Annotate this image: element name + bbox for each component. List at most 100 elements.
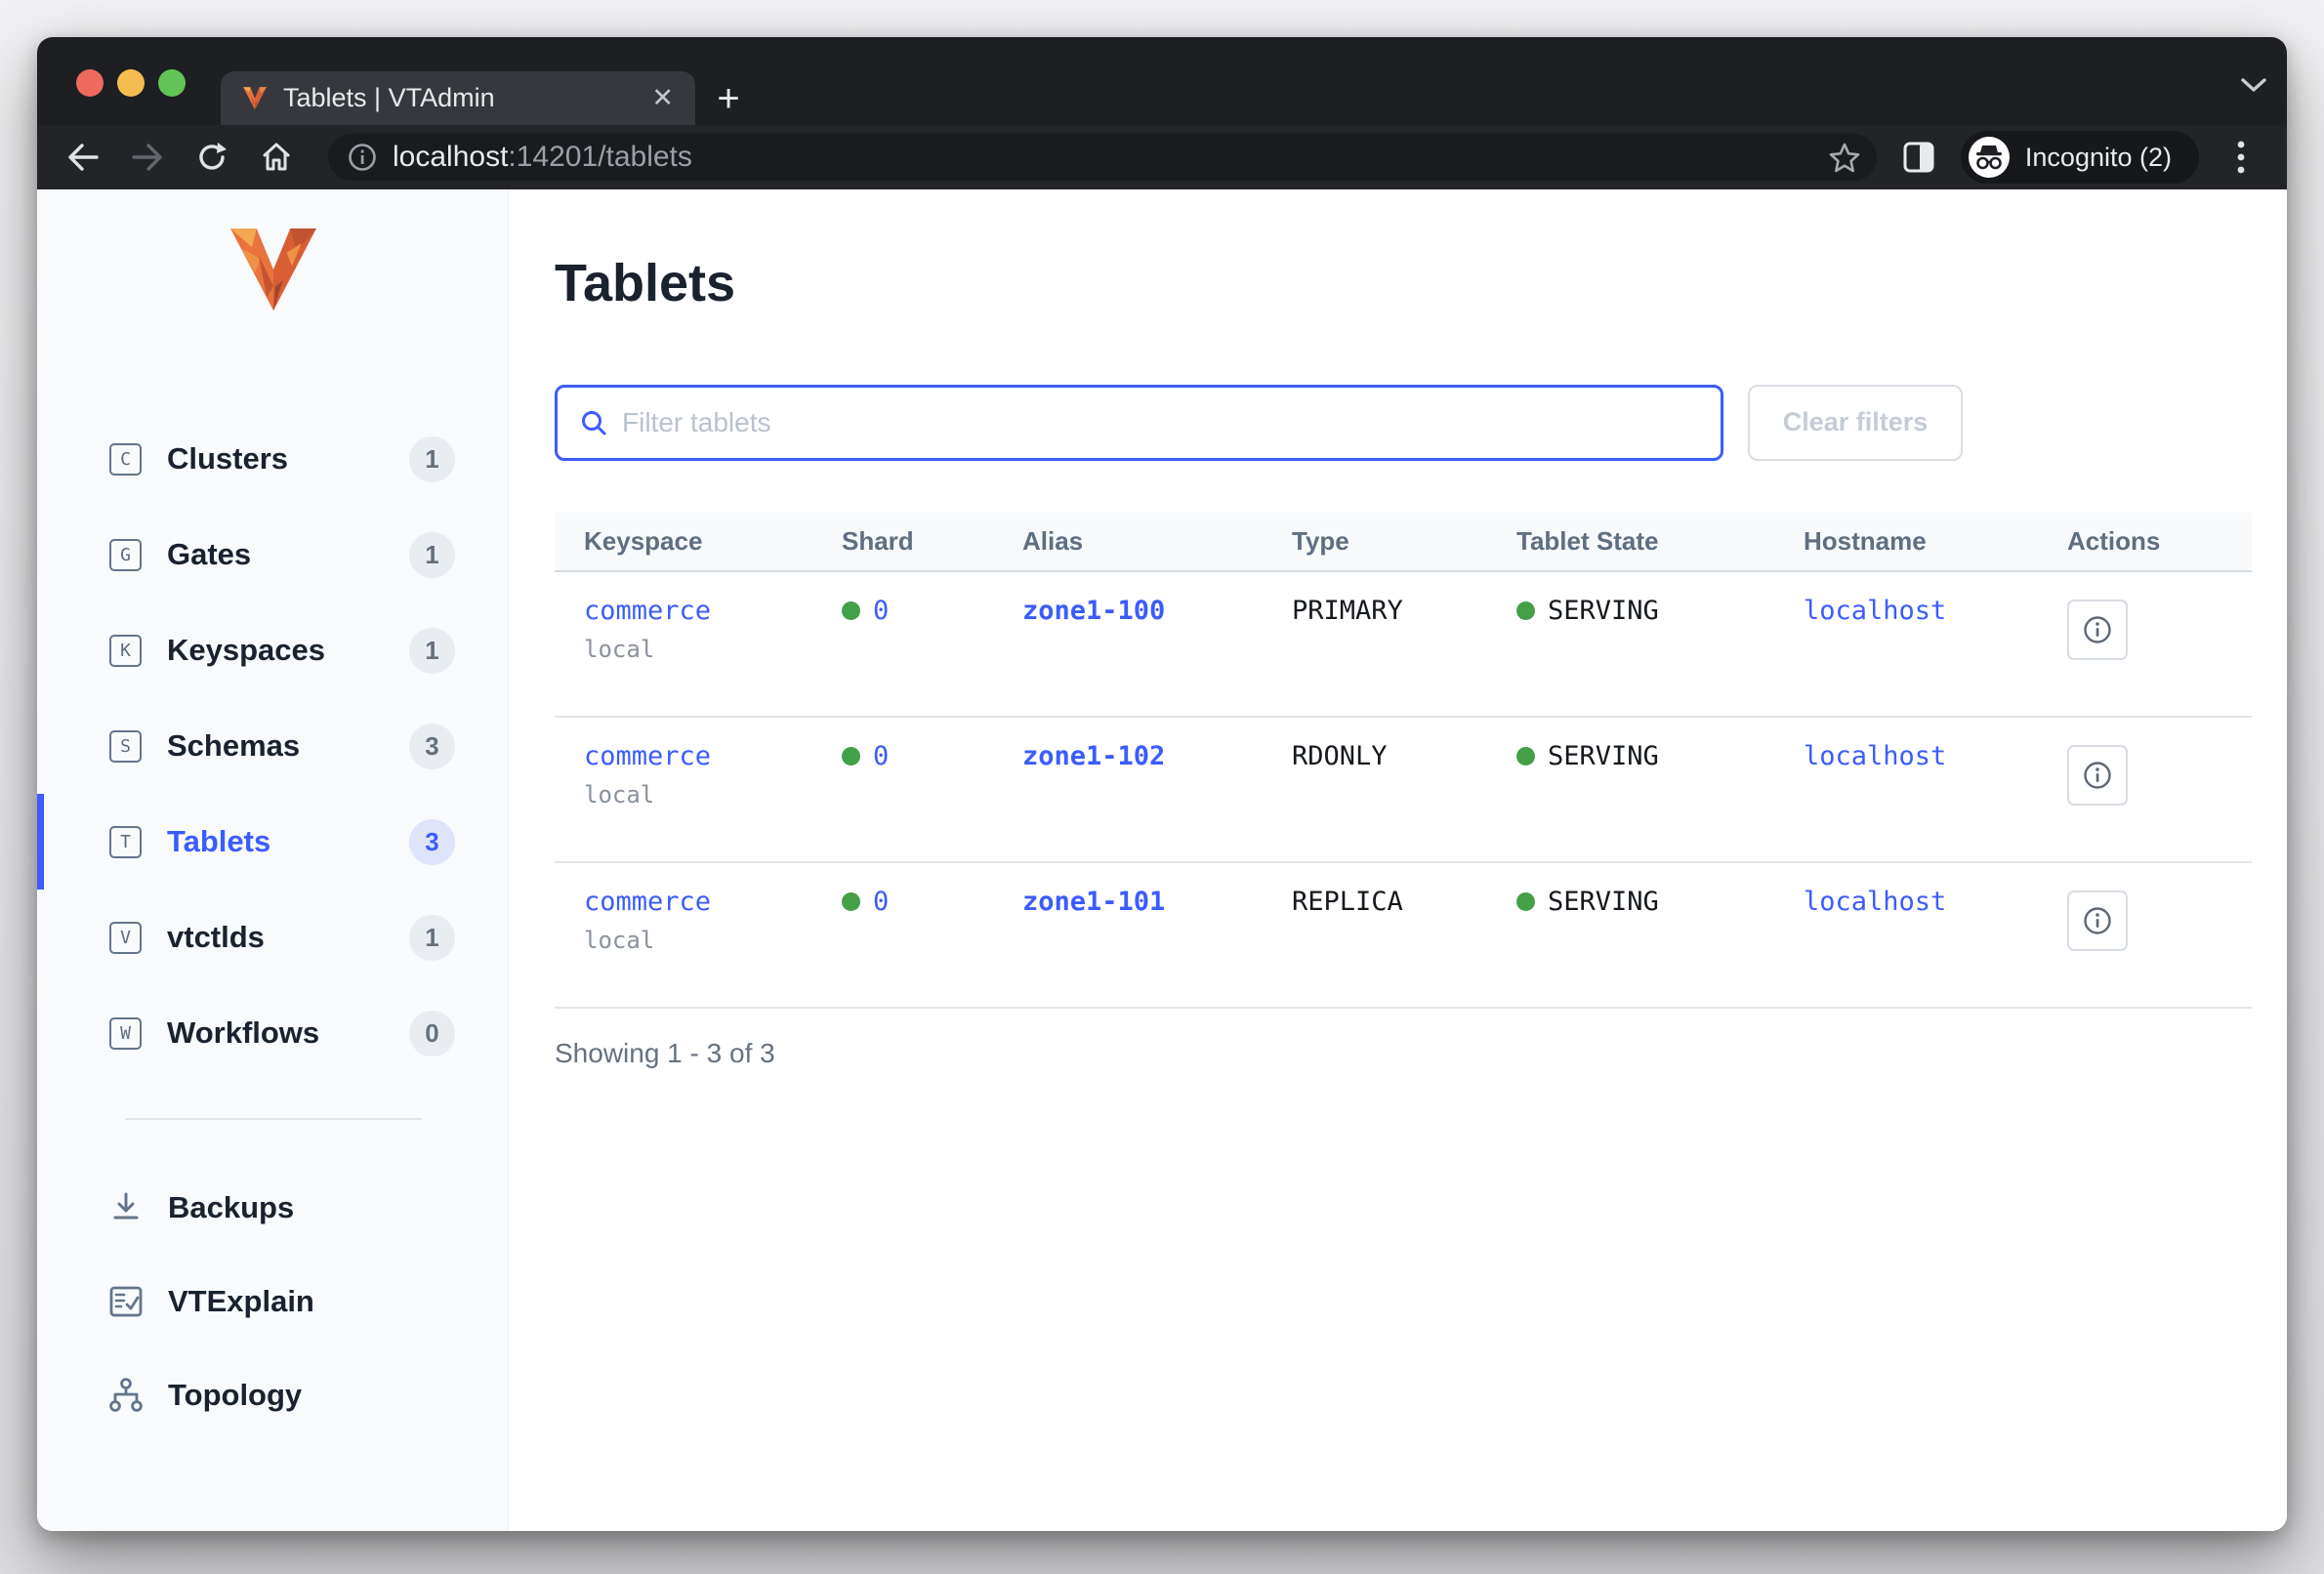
sidebar-item-keyspaces[interactable]: K Keyspaces 1 (37, 602, 508, 698)
tablet-state: SERVING (1548, 596, 1659, 626)
bookmark-star-icon[interactable] (1828, 142, 1861, 174)
tablet-type: REPLICA (1292, 887, 1510, 917)
row-info-button[interactable] (2067, 600, 2128, 660)
browser-toolbar: localhost:14201/tablets Incognito (2) (37, 125, 2287, 189)
column-header-keyspace: Keyspace (555, 513, 835, 570)
column-header-tablet-state: Tablet State (1510, 513, 1797, 570)
sidebar-item-workflows[interactable]: W Workflows 0 (37, 985, 508, 1081)
count-badge: 0 (409, 1011, 455, 1056)
sidebar: C Clusters 1 G Gates 1 K Keyspaces 1 S S… (37, 189, 509, 1531)
tab-title: Tablets | VTAdmin (283, 83, 647, 113)
vitess-logo[interactable] (227, 228, 320, 312)
row-info-button[interactable] (2067, 745, 2128, 806)
gates-icon: G (109, 539, 142, 571)
topology-icon (105, 1378, 146, 1413)
address-bar[interactable]: localhost:14201/tablets (328, 134, 1877, 181)
sidebar-item-vtctlds[interactable]: V vtctlds 1 (37, 890, 508, 985)
tablet-state: SERVING (1548, 887, 1659, 917)
sidebar-item-clusters[interactable]: C Clusters 1 (37, 411, 508, 507)
count-badge: 1 (409, 628, 455, 674)
count-badge: 1 (409, 436, 455, 482)
table-header-row: Keyspace Shard Alias Type Tablet State H… (555, 513, 2252, 572)
window-controls (76, 69, 186, 97)
keyspace-link[interactable]: commerce (584, 887, 711, 917)
incognito-profile-chip[interactable]: Incognito (2) (1961, 131, 2199, 184)
keyspace-link[interactable]: commerce (584, 596, 711, 626)
url-text: localhost:14201/tablets (393, 141, 692, 174)
tablets-icon: T (109, 826, 142, 858)
tab-strip: Tablets | VTAdmin ✕ + (37, 37, 2287, 125)
minimize-window-button[interactable] (117, 69, 145, 97)
side-panel-button[interactable] (1896, 135, 1941, 180)
tab-close-icon[interactable]: ✕ (647, 81, 678, 115)
browser-menu-icon[interactable] (2219, 135, 2263, 180)
close-window-button[interactable] (76, 69, 104, 97)
sidebar-item-gates[interactable]: G Gates 1 (37, 507, 508, 602)
column-header-hostname: Hostname (1797, 513, 2060, 570)
column-header-actions: Actions (2060, 513, 2252, 570)
shard-status-dot (842, 747, 860, 766)
count-badge: 3 (409, 724, 455, 769)
document-check-icon (105, 1285, 146, 1318)
cluster-label: local (584, 927, 835, 954)
vitess-favicon-icon (242, 87, 268, 110)
page-content: C Clusters 1 G Gates 1 K Keyspaces 1 S S… (37, 189, 2287, 1531)
clear-filters-button[interactable]: Clear filters (1748, 385, 1963, 461)
tab-search-chevron-icon[interactable] (2232, 63, 2275, 106)
sidebar-divider (125, 1118, 422, 1120)
forward-button[interactable] (125, 135, 170, 180)
sidebar-item-topology[interactable]: Topology (37, 1348, 508, 1442)
browser-tab-tablets[interactable]: Tablets | VTAdmin ✕ (221, 71, 695, 125)
search-icon (579, 408, 608, 437)
filter-tablets-input[interactable] (622, 407, 1699, 438)
incognito-icon (1969, 137, 2010, 178)
incognito-label: Incognito (2) (2025, 143, 2172, 173)
table-row: commerce local 0 zone1-100 PRIMARY SERVI… (555, 572, 2252, 718)
tablet-state: SERVING (1548, 741, 1659, 771)
hostname-link[interactable]: localhost (1804, 596, 1946, 626)
tablets-table: Keyspace Shard Alias Type Tablet State H… (555, 513, 2252, 1009)
download-icon (105, 1191, 146, 1224)
cluster-label: local (584, 636, 835, 663)
browser-window: Tablets | VTAdmin ✕ + localhost:14201/ta… (37, 37, 2287, 1531)
shard-link[interactable]: 0 (873, 596, 889, 626)
reload-button[interactable] (189, 135, 234, 180)
main-panel: Tablets Clear filters Keyspace Shard Ali… (509, 189, 2287, 1531)
count-badge: 1 (409, 532, 455, 578)
tablet-type: PRIMARY (1292, 596, 1510, 626)
table-row: commerce local 0 zone1-102 RDONLY SERVIN… (555, 718, 2252, 863)
alias-link[interactable]: zone1-100 (1022, 596, 1165, 626)
keyspaces-icon: K (109, 635, 142, 667)
serving-status-dot (1516, 747, 1535, 766)
table-pagination-status: Showing 1 - 3 of 3 (555, 1038, 2252, 1069)
site-info-icon[interactable] (348, 143, 377, 172)
alias-link[interactable]: zone1-102 (1022, 741, 1165, 771)
sidebar-item-schemas[interactable]: S Schemas 3 (37, 698, 508, 794)
zoom-window-button[interactable] (158, 69, 186, 97)
back-button[interactable] (61, 135, 105, 180)
shard-link[interactable]: 0 (873, 741, 889, 771)
hostname-link[interactable]: localhost (1804, 887, 1946, 917)
shard-status-dot (842, 601, 860, 620)
sidebar-tools: Backups VTExplain Topology (37, 1161, 508, 1442)
new-tab-button[interactable]: + (705, 75, 752, 122)
filter-box (555, 385, 1723, 461)
table-row: commerce local 0 zone1-101 REPLICA SERVI… (555, 863, 2252, 1009)
home-button[interactable] (254, 135, 299, 180)
column-header-type: Type (1285, 513, 1510, 570)
column-header-alias: Alias (1016, 513, 1285, 570)
serving-status-dot (1516, 892, 1535, 911)
row-info-button[interactable] (2067, 891, 2128, 951)
hostname-link[interactable]: localhost (1804, 741, 1946, 771)
tablet-type: RDONLY (1292, 741, 1510, 771)
cluster-label: local (584, 781, 835, 808)
keyspace-link[interactable]: commerce (584, 741, 711, 771)
shard-link[interactable]: 0 (873, 887, 889, 917)
vtctlds-icon: V (109, 922, 142, 954)
alias-link[interactable]: zone1-101 (1022, 887, 1165, 917)
sidebar-item-tablets[interactable]: T Tablets 3 (37, 794, 508, 890)
count-badge: 1 (409, 915, 455, 961)
sidebar-item-backups[interactable]: Backups (37, 1161, 508, 1255)
sidebar-item-vtexplain[interactable]: VTExplain (37, 1255, 508, 1348)
serving-status-dot (1516, 601, 1535, 620)
